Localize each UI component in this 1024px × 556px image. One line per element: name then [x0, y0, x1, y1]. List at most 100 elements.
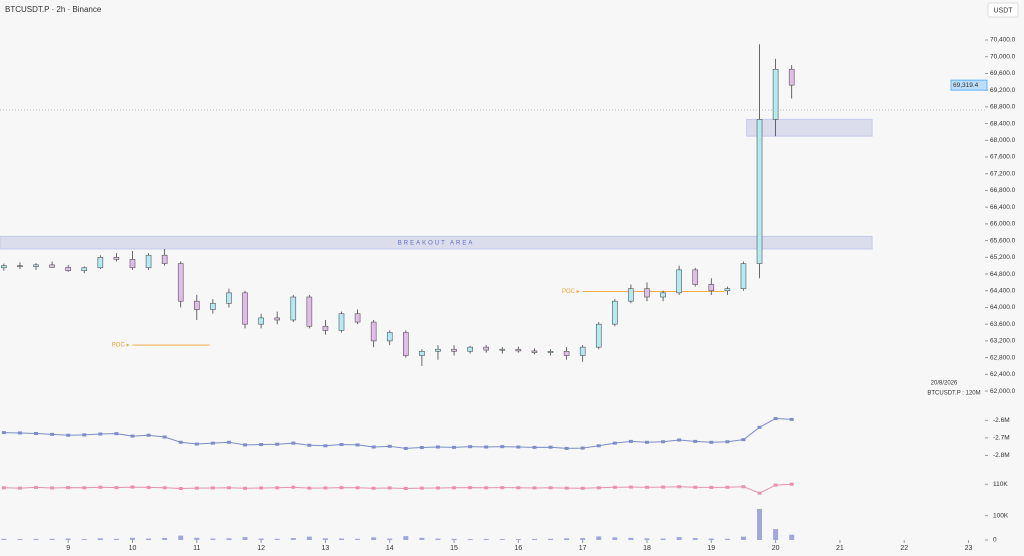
candle-body — [692, 269, 699, 285]
last-price-label: 69,319.4 — [953, 82, 979, 89]
volume-bar — [17, 539, 23, 540]
poc-label: POC ▸ — [562, 289, 580, 295]
candle-body — [322, 325, 329, 331]
y-tick-label: 70,400.0 — [990, 37, 1016, 44]
panel-point — [1, 431, 6, 435]
volume-bar — [210, 538, 216, 540]
currency-label[interactable]: USDT — [993, 7, 1013, 14]
panel-point — [419, 446, 424, 450]
panel-point — [371, 486, 376, 490]
panel-point — [17, 486, 22, 490]
candle-body — [33, 264, 39, 267]
volume-bar — [306, 536, 312, 540]
panel-line — [3, 418, 792, 449]
candle-body — [193, 300, 200, 310]
panel-point — [146, 485, 151, 489]
panel-point — [484, 486, 489, 490]
panel-point — [773, 417, 778, 421]
candle-body — [370, 321, 377, 342]
panel-point — [612, 485, 617, 489]
volume-bar — [660, 538, 666, 540]
volume-bar — [178, 535, 184, 540]
volume-bar — [81, 539, 87, 540]
panel-point — [725, 485, 730, 489]
panel-point — [516, 486, 521, 490]
candle-body — [290, 296, 297, 321]
candle-body — [756, 119, 763, 264]
volume-bar — [740, 536, 746, 540]
panel-point — [226, 440, 231, 444]
panel-point — [178, 440, 183, 444]
candle-body — [772, 68, 779, 120]
candle-body — [451, 348, 457, 352]
panel-tick-label: 0 — [993, 537, 997, 544]
volume-bar — [580, 538, 586, 540]
volume-bar — [612, 537, 618, 540]
candle-body — [515, 348, 522, 352]
panel-point — [243, 443, 248, 447]
panel-point — [741, 438, 746, 442]
candle-body — [242, 292, 248, 325]
volume-bar — [515, 539, 521, 540]
panel-point — [323, 486, 328, 490]
panel-point — [709, 440, 714, 444]
zone — [0, 235, 873, 250]
y-tick-label: 65,600.0 — [990, 237, 1016, 244]
panel-tick-label: -2.6M — [993, 417, 1010, 424]
candle-body — [563, 351, 570, 356]
volume-bar — [49, 538, 55, 540]
poc-label: POC ▸ — [112, 343, 130, 349]
volume-bar — [773, 529, 779, 540]
panel-point — [259, 443, 264, 447]
panel-point — [291, 441, 296, 445]
panel-point — [452, 445, 457, 449]
zone — [746, 118, 873, 137]
candle-body — [65, 267, 71, 271]
chart-title: BTCUSDT.P · 2h · Binance — [5, 5, 102, 14]
panel-point — [435, 486, 440, 490]
panel-point — [468, 445, 473, 449]
panel-point — [66, 433, 71, 437]
volume-bar — [403, 536, 409, 540]
panel-point — [307, 443, 312, 447]
candle-body — [788, 68, 795, 86]
y-tick-label: 70,000.0 — [990, 53, 1016, 60]
y-tick-label: 69,200.0 — [990, 87, 1016, 94]
volume-bar — [483, 538, 489, 540]
x-tick-label: 15 — [450, 545, 458, 552]
panel-point — [1, 486, 6, 490]
volume-bar — [548, 538, 554, 540]
panel-point — [194, 486, 199, 490]
panel-point — [500, 486, 505, 490]
volume-bar — [467, 539, 473, 540]
volume-bar — [146, 538, 152, 540]
candle-body — [740, 263, 747, 289]
volume-bar — [274, 538, 280, 540]
candle-body — [129, 259, 136, 269]
currency-button[interactable] — [987, 2, 1019, 18]
candle-body — [258, 317, 264, 325]
panel-point — [773, 483, 778, 487]
volume-bar — [499, 539, 505, 540]
volume-bar — [339, 538, 345, 540]
volume-bar — [113, 538, 119, 540]
volume-bar — [290, 538, 296, 540]
x-tick-label: 19 — [707, 545, 715, 552]
x-tick-label: 13 — [322, 545, 330, 552]
x-tick-label: 17 — [579, 545, 587, 552]
volume-bar — [435, 538, 441, 540]
panel-point — [677, 485, 682, 489]
panel-point — [210, 441, 215, 445]
x-tick-label: 16 — [514, 545, 522, 552]
volume-bar — [162, 538, 168, 540]
volume-bar — [242, 537, 248, 540]
candle-body — [483, 346, 490, 351]
panel-tick-label: 110K — [993, 481, 1008, 488]
panel-point — [339, 486, 344, 490]
panel-point — [628, 439, 633, 443]
panel-point — [34, 485, 39, 489]
panel-point — [741, 485, 746, 489]
candle-body — [644, 288, 650, 298]
y-tick-label: 68,400.0 — [990, 120, 1016, 127]
